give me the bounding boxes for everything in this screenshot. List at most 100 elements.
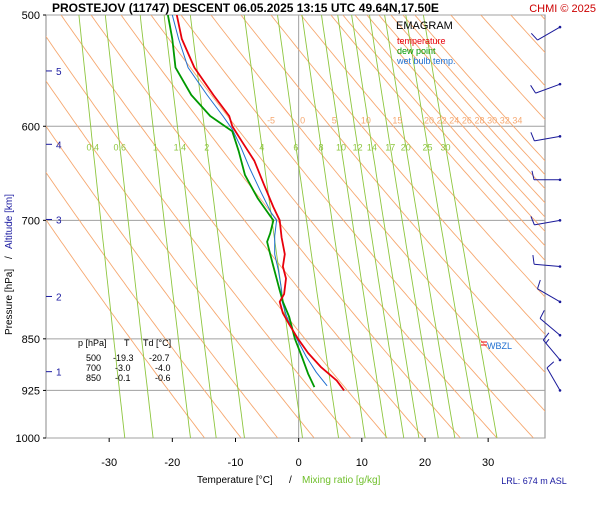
x-tick-label: 10 xyxy=(356,457,368,469)
table-cell: -0.6 xyxy=(155,373,171,383)
mixing-ratio-line xyxy=(406,15,478,438)
dry-adiabat-label: 34 xyxy=(512,115,522,125)
mixing-ratio-label: 20 xyxy=(401,142,411,152)
x-tick-label: 0 xyxy=(296,457,302,469)
wind-barb-staff xyxy=(534,220,560,225)
mixing-ratio-label: 10 xyxy=(336,142,346,152)
x-tick-label: -30 xyxy=(101,457,117,469)
x-axis-label-temperature: Temperature [°C] xyxy=(197,475,273,486)
dry-adiabat-label: 28 xyxy=(475,115,485,125)
dry-adiabat-line xyxy=(211,15,570,438)
wind-barb-flag xyxy=(531,85,536,93)
sounding-table: p [hPa] T Td [°C] 500 -19.3 -20.7 700 -3… xyxy=(78,338,171,383)
table-cell: 700 xyxy=(86,363,101,373)
mixing-ratio-label: 17 xyxy=(385,142,395,152)
wind-barb-staff xyxy=(538,27,561,40)
table-cell: -3.0 xyxy=(115,363,131,373)
wind-barb xyxy=(538,280,562,303)
dry-adiabat-label: 32 xyxy=(500,115,510,125)
wind-barb xyxy=(531,83,562,93)
wind-barb-flag xyxy=(540,310,544,318)
dry-adiabat-line xyxy=(511,15,600,438)
dry-adiabat-label: 26 xyxy=(462,115,472,125)
dry-adiabat-label: 20 xyxy=(424,115,434,125)
x-axis-label-mixing-ratio: Mixing ratio [g/kg] xyxy=(302,475,381,486)
legend-temperature: temperature xyxy=(397,36,446,46)
legend-dewpoint: dew point xyxy=(397,46,436,56)
mixing-ratio-line xyxy=(164,15,216,438)
y-tick-label: 700 xyxy=(22,215,40,227)
y-tick-label: 925 xyxy=(22,385,40,397)
wind-barb xyxy=(547,362,561,392)
wind-barb-staff xyxy=(543,340,560,360)
wind-barb xyxy=(531,132,561,141)
table-header-t: T xyxy=(124,338,130,348)
dry-adiabat-line xyxy=(91,15,424,438)
y-tick-label: 850 xyxy=(22,334,40,346)
altitude-tick-label: 5 xyxy=(56,67,62,78)
dry-adiabat-label: 5 xyxy=(332,115,337,125)
mixing-ratio-label: 0.4 xyxy=(87,142,100,152)
legend-title: EMAGRAM xyxy=(396,20,453,32)
dry-adiabat-line xyxy=(571,15,600,438)
wind-barb-half-flag xyxy=(546,339,549,343)
x-axis-label-separator: / xyxy=(289,475,292,486)
wind-barb-flag xyxy=(533,255,534,264)
wind-barb xyxy=(531,26,561,40)
altitude-tick-label: 2 xyxy=(56,292,62,303)
mixing-ratio-line xyxy=(302,15,365,438)
mixing-ratio-label: 2 xyxy=(204,142,209,152)
wind-barb xyxy=(543,333,561,361)
x-tick-label: -20 xyxy=(164,457,180,469)
x-tick-label: -10 xyxy=(228,457,244,469)
y-tick-label: 1000 xyxy=(16,433,40,445)
y-axis-label: Pressure [hPa] / Altitude [km] xyxy=(4,194,15,335)
table-header-td: Td [°C] xyxy=(143,338,171,348)
dry-adiabat-label: 15 xyxy=(392,115,402,125)
dry-adiabat-line xyxy=(31,15,351,438)
dry-adiabat-line xyxy=(301,15,600,438)
table-cell: -0.1 xyxy=(115,373,131,383)
mixing-ratio-line xyxy=(244,15,302,438)
wind-barb-staff xyxy=(534,264,560,266)
dry-adiabat-line xyxy=(403,15,600,438)
table-cell: -4.0 xyxy=(155,363,171,373)
mixing-ratio-label: 1 xyxy=(153,142,158,152)
lrl-label: LRL: 674 m ASL xyxy=(501,476,567,486)
mixing-ratio-line xyxy=(190,15,244,438)
wind-barb-staff xyxy=(547,368,560,391)
legend-wetbulb: wet bulb temp. xyxy=(396,56,456,66)
mixing-ratio-line xyxy=(385,15,455,438)
mixing-ratio-label: 6 xyxy=(293,142,298,152)
wind-barb-flag xyxy=(547,362,554,368)
dry-adiabat-line xyxy=(367,15,600,438)
dry-adiabat-line xyxy=(451,15,600,438)
y-tick-label: 500 xyxy=(22,10,40,22)
wind-barb-staff xyxy=(538,289,561,302)
y-tick-label: 600 xyxy=(22,121,40,133)
dry-adiabat-line xyxy=(379,15,600,438)
x-tick-label: 20 xyxy=(419,457,431,469)
y-axis-label-separator: / xyxy=(4,256,15,259)
mixing-ratio-label: 0.6 xyxy=(114,142,127,152)
wind-barb-flag xyxy=(538,280,541,289)
mixing-ratio-label: 1.4 xyxy=(174,142,187,152)
mixing-ratio-line xyxy=(322,15,387,438)
wind-barb-staff xyxy=(536,84,560,93)
dry-adiabat-label: 10 xyxy=(361,115,371,125)
mixing-ratio-label: 25 xyxy=(423,142,433,152)
legend: EMAGRAM temperature dew point wet bulb t… xyxy=(396,20,456,66)
mixing-ratio-label: 14 xyxy=(367,142,377,152)
wind-barb xyxy=(533,255,561,268)
altitude-tick-label: 1 xyxy=(56,368,62,379)
mixing-ratio-label: 30 xyxy=(441,142,451,152)
table-cell: 500 xyxy=(86,353,101,363)
wind-barb-staff xyxy=(534,136,560,141)
dry-adiabat-label: 22 xyxy=(437,115,447,125)
table-cell: -19.3 xyxy=(113,353,134,363)
x-axis-label: Temperature [°C] / Mixing ratio [g/kg] xyxy=(197,475,381,486)
dry-adiabat-label: 24 xyxy=(449,115,459,125)
mixing-ratio-label: 8 xyxy=(319,142,324,152)
